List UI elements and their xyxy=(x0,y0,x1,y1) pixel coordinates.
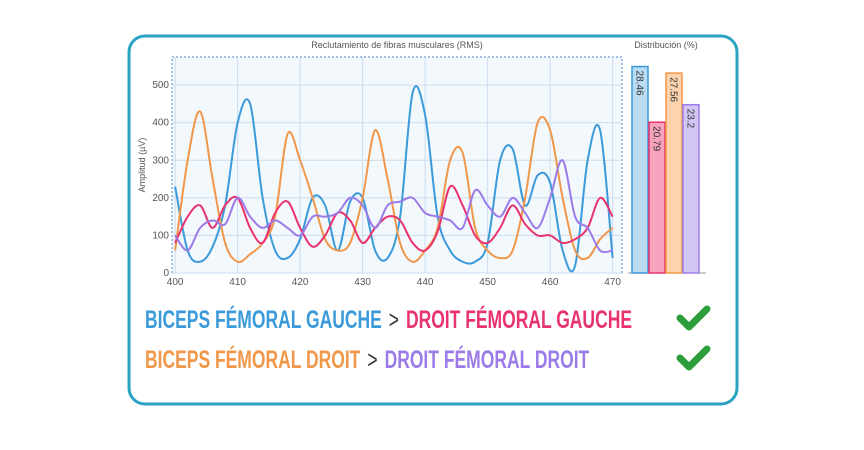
comparison-text: BICEPS FÉMORAL GAUCHE > DROIT FÉMORAL GAUC… xyxy=(145,305,632,334)
check-icon xyxy=(676,305,711,331)
comparison-text: BICEPS FÉMORAL DROIT > DROIT FÉMORAL DROIT xyxy=(145,345,589,374)
y-tick-label: 400 xyxy=(152,118,169,129)
comparisons: BICEPS FÉMORAL GAUCHE > DROIT FÉMORAL GAUC… xyxy=(145,305,632,374)
x-tick-label: 440 xyxy=(417,277,434,288)
y-tick-label: 100 xyxy=(152,230,169,241)
line-chart-title: Reclutamiento de fibras musculares (RMS) xyxy=(311,40,483,50)
bar-value-label: 23.2 xyxy=(685,109,696,129)
series-line xyxy=(174,110,614,264)
bar-value-label: 27.56 xyxy=(668,77,679,102)
x-tick-label: 460 xyxy=(542,277,559,288)
y-tick-label: 0 xyxy=(163,268,169,279)
comparison-line: BICEPS FÉMORAL GAUCHE > DROIT FÉMORAL GAUC… xyxy=(145,305,632,334)
bar-chart-title: Distribución (%) xyxy=(634,40,698,50)
x-tick-label: 450 xyxy=(479,277,496,288)
bar xyxy=(665,72,683,274)
muscle-left: BICEPS FÉMORAL GAUCHE xyxy=(145,305,382,334)
plot-area xyxy=(171,56,623,274)
x-tick-label: 400 xyxy=(167,277,184,288)
y-tick-label: 200 xyxy=(152,193,169,204)
x-tick-label: 430 xyxy=(354,277,371,288)
y-tick-label: 500 xyxy=(152,80,169,91)
muscle-right: DROIT FÉMORAL DROIT xyxy=(385,345,590,374)
y-axis-label: Amplitud (µV) xyxy=(137,138,147,193)
comparison-line: BICEPS FÉMORAL DROIT > DROIT FÉMORAL DROIT xyxy=(145,345,589,374)
bar-value-label: 28.46 xyxy=(634,71,645,96)
lines xyxy=(174,85,614,273)
muscle-left: BICEPS FÉMORAL DROIT xyxy=(145,345,360,374)
separator: > xyxy=(367,345,377,374)
muscle-right: DROIT FÉMORAL GAUCHE xyxy=(406,305,632,334)
bar-value-label: 20.79 xyxy=(651,126,662,151)
x-tick-label: 420 xyxy=(292,277,309,288)
check-icon xyxy=(676,345,711,371)
x-tick-label: 470 xyxy=(604,277,621,288)
bar xyxy=(648,121,666,274)
y-tick-label: 300 xyxy=(152,155,169,166)
x-tick-label: 410 xyxy=(229,277,246,288)
series-line xyxy=(174,159,613,254)
bar xyxy=(631,65,649,274)
series-line xyxy=(174,184,614,252)
series-line xyxy=(174,85,614,273)
bar xyxy=(682,103,700,274)
separator: > xyxy=(389,305,399,334)
